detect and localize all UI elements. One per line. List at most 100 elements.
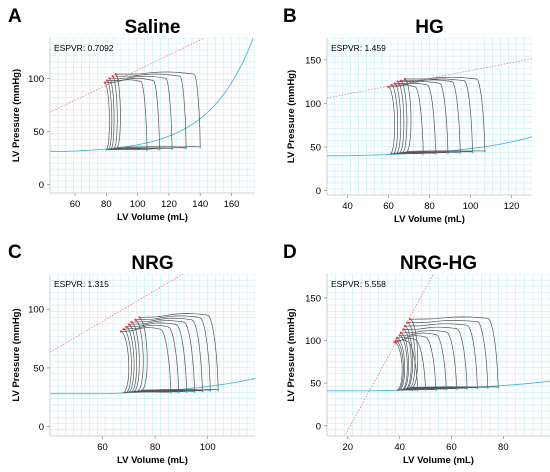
panel-1-end-diastolic-point-1 [471,151,474,154]
panel-2-end-diastolic-point-5 [177,391,180,394]
panel-0-x-tick-label-5: 160 [224,199,240,210]
panel-0-pv-loop-3 [106,77,160,150]
panel-3-end-diastolic-point-2 [476,387,479,390]
panel-1-chart-title: HG [415,17,444,38]
panel-3-pv-loop-0 [408,316,499,388]
panel-0-end-systolic-point-0 [114,72,117,76]
panel-3-panel-letter: D [283,242,297,263]
panel-3-end-systolic-point-3 [402,328,405,331]
panel-2-chart-title: NRG [131,253,173,274]
panel-1-pv-loop-0 [404,76,486,152]
panel-2-end-systolic-point-1 [134,318,137,321]
panel-0-y-tick-label-1: 50 [33,127,44,138]
panel-0-plot-area [50,38,254,153]
panel-0-end-systolic-point-4 [103,81,106,84]
panel-0-end-diastolic-point-1 [185,147,188,150]
panel-2-grid [50,274,255,436]
panel-2-panel-letter: C [8,242,22,263]
panel-b: 40 60 80 100 120 0 50 100 150 B HG ESPVR: 1.459 LV V… [275,0,550,236]
panel-0-end-systolic-point-3 [106,79,109,82]
chart-nrg-hg: 20 40 60 80 0 50 100 150 D NRG-HG ESPVR: 5.558 LV V… [283,242,550,466]
panel-3-end-diastolic-point-4 [455,388,458,391]
panel-3-end-systolic-point-2 [403,324,406,328]
panel-1-x-tick-label-1: 60 [383,201,394,212]
panel-2-espvr-label: ESPVR: 1.315 [54,279,109,289]
panel-2-end-systolic-point-0 [138,316,141,319]
panel-3-y-tick-label-3: 150 [305,293,321,304]
panel-3-pv-loop-2 [403,323,478,389]
panel-0-panel-letter: A [8,6,22,27]
panel-1-y-axis-label: LV Pressure (mmHg) [286,70,297,163]
panel-2-x-tick-label-0: 60 [97,442,108,453]
panel-0-end-diastolic-point-2 [171,147,174,150]
panel-2-y-tick-label-1: 50 [33,363,44,374]
panel-0-x-tick-label-3: 120 [161,199,177,210]
panel-2-y-tick-label-0: 0 [39,422,44,433]
panel-a: 60 80 100 120 140 160 0 50 100 A Saline ESPVR: 0.70… [0,0,275,236]
panel-3-end-diastolic-point-7 [424,388,427,391]
panel-2-pv-loop-2 [130,317,203,392]
panel-0-x-tick-label-4: 140 [192,199,208,210]
panel-2-pv-loop-3 [127,320,195,393]
panel-2-y-axis-label: LV Pressure (mmHg) [11,308,22,401]
panel-2-end-diastolic-point-4 [185,390,188,393]
panel-1-x-tick-label-4: 120 [504,201,520,212]
panel-3-y-tick-label-1: 50 [310,379,321,390]
chart-nrg: 60 80 100 0 50 100 C NRG ESPVR: 1.315 LV Volume (… [8,242,255,466]
panel-3-grid [327,274,550,436]
panel-0-x-axis-label: LV Volume (mL) [117,212,188,223]
panel-0-pv-loop-4 [104,79,148,151]
panel-2-x-axis-label: LV Volume (mL) [117,455,188,466]
panel-2-x-tick-label-1: 80 [150,442,161,453]
panel-3-end-diastolic-point-1 [486,386,489,389]
panel-3-end-systolic-point-1 [406,321,409,324]
panel-1-end-diastolic-point-5 [422,153,425,156]
panel-3-y-tick-label-2: 100 [305,336,321,347]
panel-0-x-tick-label-1: 80 [101,199,112,210]
panel-1-end-systolic-point-3 [393,82,396,85]
panel-d: 20 40 60 80 0 50 100 150 D NRG-HG ESPVR: 5.558 LV V… [275,236,550,472]
panel-0-y-tick-label-2: 100 [28,74,44,85]
panel-2-espvr-line [50,274,184,353]
panel-2-end-systolic-point-6 [119,330,123,333]
panel-3-end-systolic-point-7 [394,339,397,342]
panel-1-y-tick-label-2: 100 [305,99,321,110]
panel-2-end-systolic-point-4 [125,325,128,328]
panel-0-espvr-label: ESPVR: 0.7092 [54,43,114,53]
panel-0-end-diastolic-point-3 [158,148,161,151]
panel-0-end-diastolic-point-0 [199,146,202,149]
panel-3-end-diastolic-point-6 [434,388,437,391]
panel-1-end-systolic-point-4 [390,84,393,87]
panel-2-end-diastolic-point-2 [201,390,204,393]
panel-1-x-tick-label-0: 40 [342,201,353,212]
panel-0-x-tick-label-2: 100 [130,199,146,210]
chart-hg: 40 60 80 100 120 0 50 100 150 B HG ESPVR: 1.459 LV V… [283,6,532,225]
panel-1-end-diastolic-point-2 [459,151,462,154]
panel-1-end-systolic-point-2 [396,80,399,83]
panel-3-end-systolic-point-6 [395,336,399,340]
panel-1-y-tick-label-0: 0 [316,186,321,197]
panel-1-pv-loop-1 [399,78,473,153]
panel-1-end-systolic-point-0 [403,77,406,81]
panel-2-end-diastolic-point-1 [209,389,212,392]
panel-1-end-systolic-point-5 [387,85,390,88]
panel-2-end-systolic-point-2 [130,321,133,324]
panel-1-end-diastolic-point-4 [434,152,437,155]
panel-3-end-diastolic-point-0 [497,386,500,389]
panel-1-x-tick-label-3: 100 [463,201,479,212]
panel-0-chart-title: Saline [125,17,181,38]
panel-0-pv-loop-2 [108,75,173,150]
panel-0-grid [50,38,255,193]
panel-3-end-systolic-point-4 [399,331,403,334]
panel-3-x-tick-label-3: 80 [498,442,509,453]
panel-2-x-tick-label-2: 100 [200,442,216,453]
panel-3-end-diastolic-point-3 [466,387,469,390]
panel-1-x-tick-label-2: 80 [424,201,435,212]
chart-saline: 60 80 100 120 140 160 0 50 100 A Saline ESPVR: 0.70… [8,6,255,223]
panel-1-end-diastolic-point-0 [483,150,486,153]
panel-2-plot-area [50,274,255,395]
panel-2-pv-loop-4 [125,322,188,393]
panel-1-end-diastolic-point-3 [446,152,449,155]
panel-2-end-diastolic-point-6 [169,391,172,394]
panel-2-end-diastolic-point-3 [193,390,196,393]
